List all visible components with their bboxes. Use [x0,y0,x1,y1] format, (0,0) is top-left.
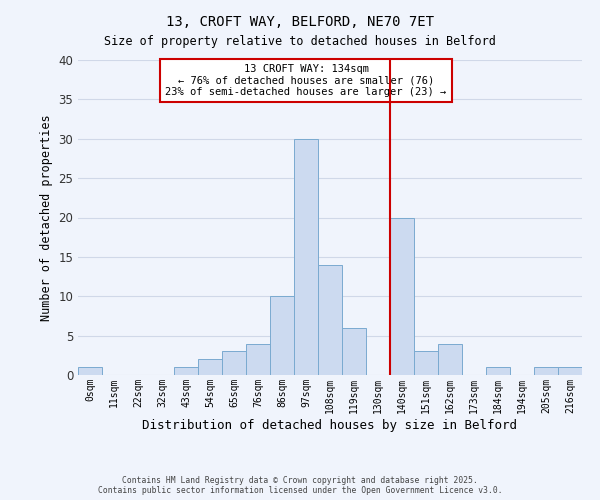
Bar [390,218,414,375]
Bar [342,328,366,375]
Bar [270,296,294,375]
Bar [78,367,102,375]
Text: Contains HM Land Registry data © Crown copyright and database right 2025.
Contai: Contains HM Land Registry data © Crown c… [98,476,502,495]
Bar [222,352,246,375]
Bar [174,367,198,375]
Bar [414,352,438,375]
Bar [534,367,558,375]
Text: 13, CROFT WAY, BELFORD, NE70 7ET: 13, CROFT WAY, BELFORD, NE70 7ET [166,15,434,29]
X-axis label: Distribution of detached houses by size in Belford: Distribution of detached houses by size … [143,418,517,432]
Text: 13 CROFT WAY: 134sqm
← 76% of detached houses are smaller (76)
23% of semi-detac: 13 CROFT WAY: 134sqm ← 76% of detached h… [166,64,446,97]
Y-axis label: Number of detached properties: Number of detached properties [40,114,53,321]
Bar [558,367,582,375]
Bar [438,344,462,375]
Bar [486,367,510,375]
Bar [294,138,318,375]
Text: Size of property relative to detached houses in Belford: Size of property relative to detached ho… [104,35,496,48]
Bar [318,265,342,375]
Bar [198,359,222,375]
Bar [246,344,270,375]
